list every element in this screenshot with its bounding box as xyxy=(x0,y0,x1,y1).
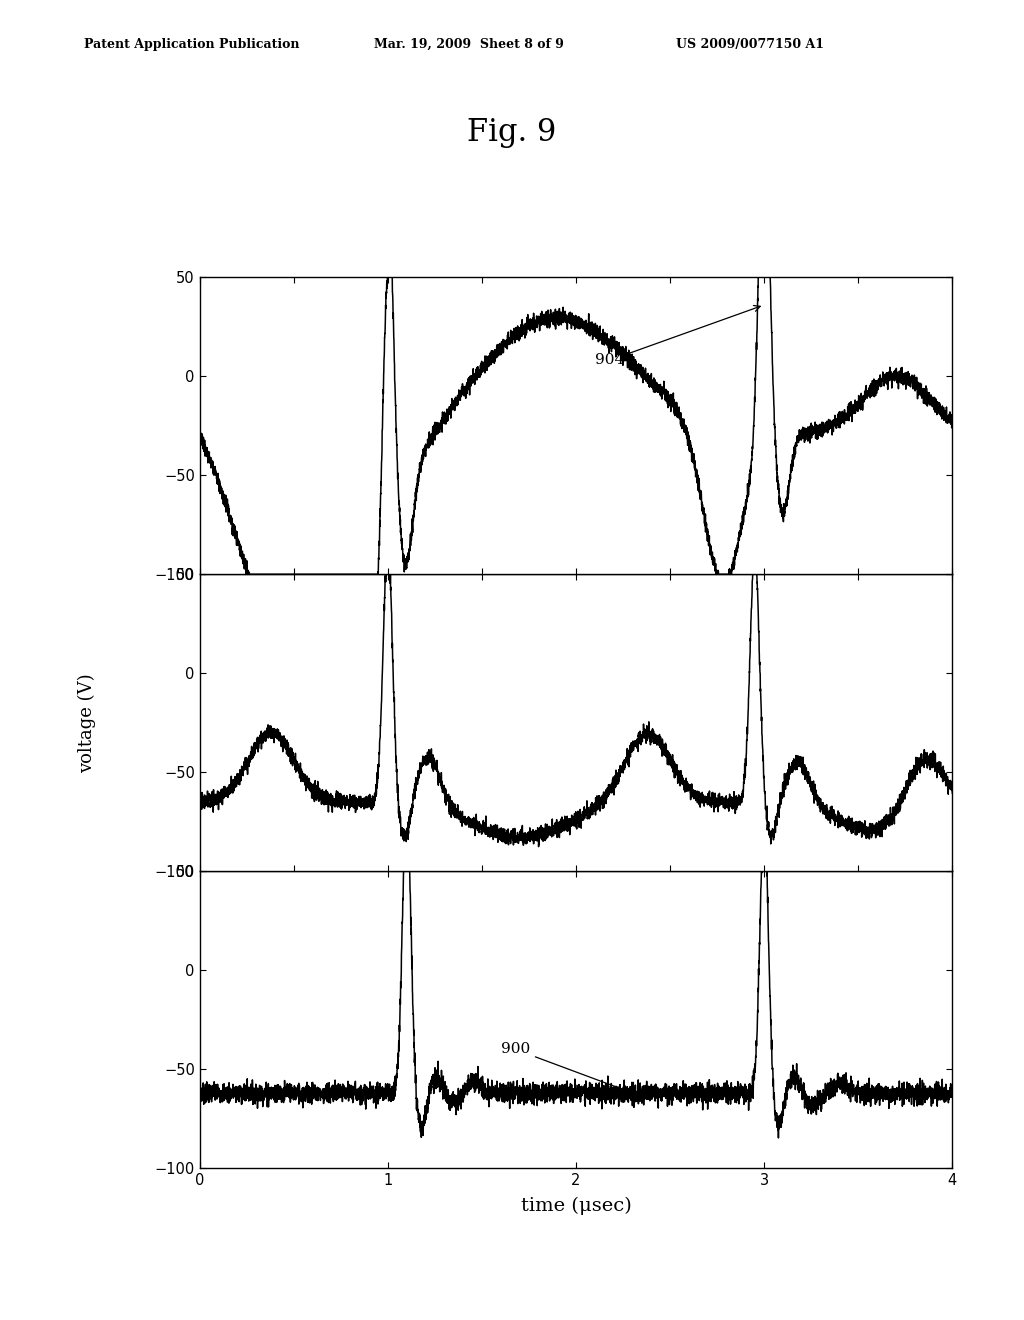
Text: Patent Application Publication: Patent Application Publication xyxy=(84,38,299,51)
Text: 900: 900 xyxy=(501,1043,629,1092)
Text: 904: 904 xyxy=(595,305,760,367)
Text: Mar. 19, 2009  Sheet 8 of 9: Mar. 19, 2009 Sheet 8 of 9 xyxy=(374,38,563,51)
X-axis label: time (μsec): time (μsec) xyxy=(520,1196,632,1214)
Text: Fig. 9: Fig. 9 xyxy=(467,116,557,148)
Text: voltage (V): voltage (V) xyxy=(78,673,96,772)
Text: US 2009/0077150 A1: US 2009/0077150 A1 xyxy=(676,38,824,51)
